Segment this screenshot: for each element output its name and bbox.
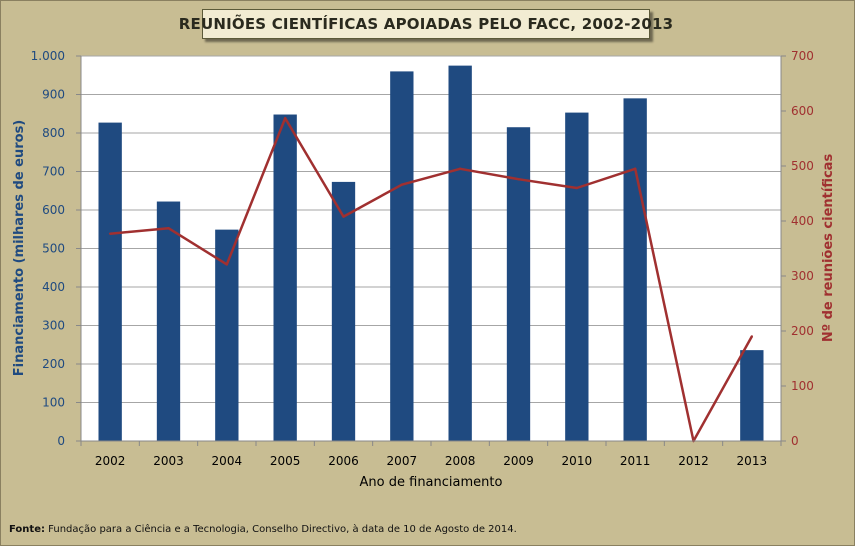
line-point xyxy=(750,335,754,338)
line-series xyxy=(108,116,754,443)
y2-tick-label: 100 xyxy=(791,379,814,393)
bar xyxy=(273,114,297,442)
y-tick-label: 0 xyxy=(57,434,65,448)
chart-title-text: REUNIÕES CIENTÍFICAS APOIADAS PELO FACC,… xyxy=(178,15,674,33)
bar xyxy=(623,98,647,441)
source-note: Fonte: Fundação para a Ciência e a Tecno… xyxy=(9,524,517,535)
y-tick-label: 600 xyxy=(42,203,65,217)
y2-tick-label: 300 xyxy=(791,269,814,283)
bar-series xyxy=(98,65,764,442)
y-tick-label: 800 xyxy=(42,126,65,140)
bar xyxy=(448,65,472,441)
line-point xyxy=(575,186,579,190)
x-tick-label: 2010 xyxy=(562,454,593,468)
source-text: Fundação para a Ciência e a Tecnologia, … xyxy=(44,524,517,535)
x-tick-label: 2004 xyxy=(212,454,243,468)
y-axis-label: Financiamento (milhares de euros) xyxy=(12,120,27,377)
chart-title: REUNIÕES CIENTÍFICAS APOIADAS PELO FACC,… xyxy=(179,9,673,39)
line-point xyxy=(400,183,404,186)
x-axis-ticks: 2002 2003 2004 2005 2006 2007 2008 2009 2010 2011… xyxy=(80,441,782,468)
bar xyxy=(215,229,239,441)
x-tick-label: 2006 xyxy=(328,454,359,468)
y2-axis-label: Nº de reuniões científicas xyxy=(821,154,836,343)
source-label: Fonte: xyxy=(9,524,45,535)
bar xyxy=(740,350,764,441)
gridlines xyxy=(81,55,781,403)
x-tick-label: 2008 xyxy=(445,454,476,468)
x-tick-label: 2011 xyxy=(620,454,651,468)
bar xyxy=(156,201,181,441)
line-point xyxy=(517,178,520,181)
y-tick-label: 700 xyxy=(42,165,65,179)
bar xyxy=(506,127,531,441)
y-tick-label: 100 xyxy=(42,396,65,410)
bar xyxy=(98,122,122,441)
x-tick-label: 2003 xyxy=(153,454,184,468)
y-tick-label: 400 xyxy=(42,280,65,294)
bar xyxy=(390,71,414,442)
y-tick-label: 200 xyxy=(42,357,65,371)
y-tick-label: 500 xyxy=(42,242,65,256)
x-tick-label: 2002 xyxy=(95,454,126,468)
y2-tick-label: 700 xyxy=(791,49,814,63)
y2-tick-label: 200 xyxy=(791,324,814,338)
left-axis-ticks: 0 100 200 300 400 500 600 700 800 900 1.000 xyxy=(31,49,81,448)
bar xyxy=(565,112,589,441)
right-axis-ticks: 0 100 200 300 400 500 600 700 xyxy=(781,49,814,448)
y2-tick-label: 0 xyxy=(791,434,799,448)
x-tick-label: 2009 xyxy=(503,454,534,468)
line-series-path xyxy=(110,116,753,443)
y-tick-label: 300 xyxy=(42,319,65,333)
line-point xyxy=(108,232,112,235)
y-tick-label: 1.000 xyxy=(31,49,65,63)
y2-tick-label: 500 xyxy=(791,159,814,173)
x-tick-label: 2012 xyxy=(678,454,709,468)
x-tick-label: 2013 xyxy=(737,454,768,468)
line-point xyxy=(283,116,287,120)
line-point xyxy=(225,263,229,266)
bar xyxy=(331,181,356,441)
line-point xyxy=(167,226,170,230)
y2-tick-label: 400 xyxy=(791,214,814,228)
y2-tick-label: 600 xyxy=(791,104,814,118)
x-tick-label: 2005 xyxy=(270,454,301,468)
line-point xyxy=(633,167,637,170)
line-point xyxy=(342,215,345,218)
x-tick-label: 2007 xyxy=(387,454,418,468)
line-point xyxy=(458,167,462,170)
y-tick-label: 900 xyxy=(42,88,65,102)
x-axis-label: Ano de financiamento xyxy=(360,475,503,490)
